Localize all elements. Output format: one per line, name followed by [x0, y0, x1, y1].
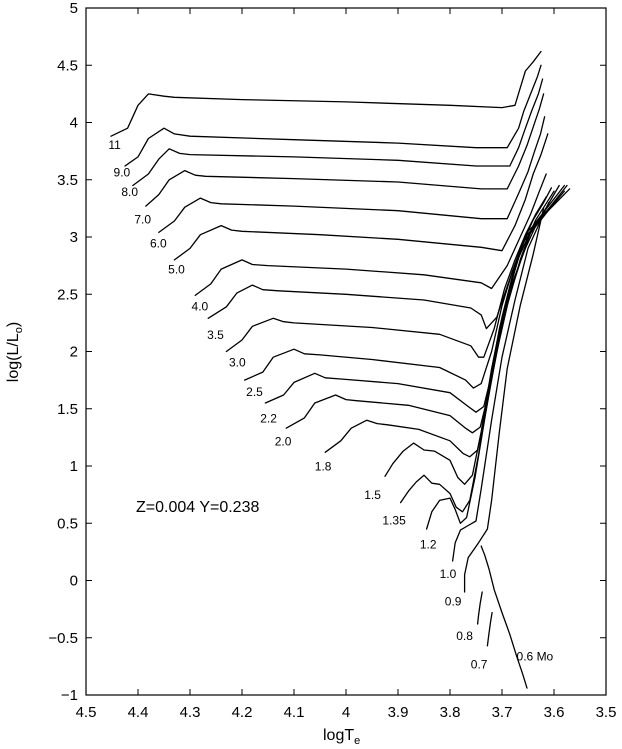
- mass-label: 5.0: [168, 263, 185, 277]
- y-axis: −1 −0.5 0 0.5 1 1.5 2 2.5 3 3.5 4 4.5 5: [48, 0, 606, 704]
- mass-label: 3.0: [229, 355, 246, 369]
- y-tick-label: 5: [70, 0, 78, 17]
- track-1.2: [425, 196, 560, 530]
- y-axis-title-sub: o: [13, 327, 25, 333]
- y-tick-label: 1.5: [57, 401, 78, 418]
- y-tick-label: 2: [70, 344, 78, 361]
- y-tick-label: −0.5: [48, 630, 78, 647]
- mass-label: 1.2: [420, 537, 437, 551]
- track-4.0: [194, 173, 547, 297]
- track-0.7: [486, 611, 493, 647]
- track-0.8: [476, 591, 483, 625]
- x-tick-label: 3.6: [544, 704, 565, 721]
- track-2.5: [243, 190, 555, 389]
- y-tick-label: 2.5: [57, 286, 78, 303]
- track-0.6-mo: [480, 545, 528, 689]
- mass-label: 0.6 Mo: [517, 650, 554, 664]
- x-tick-label: 4.4: [128, 704, 149, 721]
- y-tick-label: 0: [70, 573, 78, 590]
- x-tick-label: 3.7: [492, 704, 513, 721]
- mass-label: 0.9: [445, 595, 462, 609]
- plot-frame: [85, 7, 607, 696]
- y-tick-label: 1: [70, 458, 78, 475]
- mass-labels: 11 9.0 8.0 7.0 6.05.0 4.0 3.5 3.0 2.5 2.2 2.0 1.8 1.…: [108, 138, 553, 672]
- y-axis-title-close: ): [5, 322, 22, 327]
- mass-label: 3.5: [207, 328, 224, 342]
- track-2.0: [285, 184, 566, 434]
- mass-label: 1.5: [364, 488, 381, 502]
- x-tick-label: 4: [342, 704, 350, 721]
- mass-label: 9.0: [114, 165, 131, 179]
- x-axis-title-sub: e: [354, 735, 360, 747]
- x-tick-label: 4.2: [232, 704, 253, 721]
- track-1.8: [324, 184, 568, 458]
- y-axis-title: log(L/Lo): [5, 322, 25, 382]
- mass-label: 0.7: [471, 658, 488, 672]
- y-tick-label: 4: [70, 115, 78, 132]
- x-axis: 4.5 4.4 4.3 4.2 4.1 4 3.9 3.8 3.7 3.6 3.5: [76, 8, 617, 721]
- track-1.0: [451, 201, 550, 562]
- track-7.0: [145, 93, 545, 207]
- mass-label: 2.0: [275, 434, 292, 448]
- y-tick-label: 3: [70, 229, 78, 246]
- y-tick-label: 4.5: [57, 57, 78, 74]
- track-1.5: [384, 188, 571, 485]
- mass-label: 4.0: [192, 299, 209, 313]
- y-axis-title-main: log(L/L: [5, 333, 22, 382]
- x-tick-label: 3.9: [388, 704, 409, 721]
- mass-label: 8.0: [121, 185, 138, 199]
- evolution-tracks: [110, 50, 571, 689]
- x-tick-label: 4.5: [76, 704, 97, 721]
- y-tick-label: 3.5: [57, 172, 78, 189]
- composition-annotation: Z=0.004 Y=0.238: [136, 499, 259, 516]
- mass-label: 6.0: [150, 236, 167, 250]
- mass-label: 1.8: [315, 460, 332, 474]
- track-3.0: [225, 196, 547, 358]
- y-tick-label: −1: [61, 687, 78, 704]
- mass-label: 2.5: [246, 385, 263, 399]
- mass-label: 0.8: [456, 629, 473, 643]
- y-tick-label: 0.5: [57, 515, 78, 532]
- x-tick-label: 4.1: [284, 704, 305, 721]
- track-11: [110, 50, 542, 137]
- track-6.0: [158, 116, 546, 234]
- track-8.0: [132, 78, 544, 187]
- x-tick-label: 3.5: [596, 704, 617, 721]
- mass-label: 1.0: [440, 567, 457, 581]
- mass-label: 2.2: [260, 411, 277, 425]
- track-9.0: [124, 64, 542, 167]
- x-tick-label: 4.3: [180, 704, 201, 721]
- mass-label: 11: [108, 138, 121, 152]
- track-0.9: [463, 207, 545, 593]
- mass-label: 7.0: [134, 212, 151, 226]
- mass-label: 1.35: [382, 513, 406, 527]
- x-axis-title: logTe: [323, 727, 360, 747]
- x-axis-title-main: logT: [323, 727, 354, 744]
- x-tick-label: 3.8: [440, 704, 461, 721]
- track-5.0: [173, 133, 549, 261]
- track-1.35: [399, 190, 566, 513]
